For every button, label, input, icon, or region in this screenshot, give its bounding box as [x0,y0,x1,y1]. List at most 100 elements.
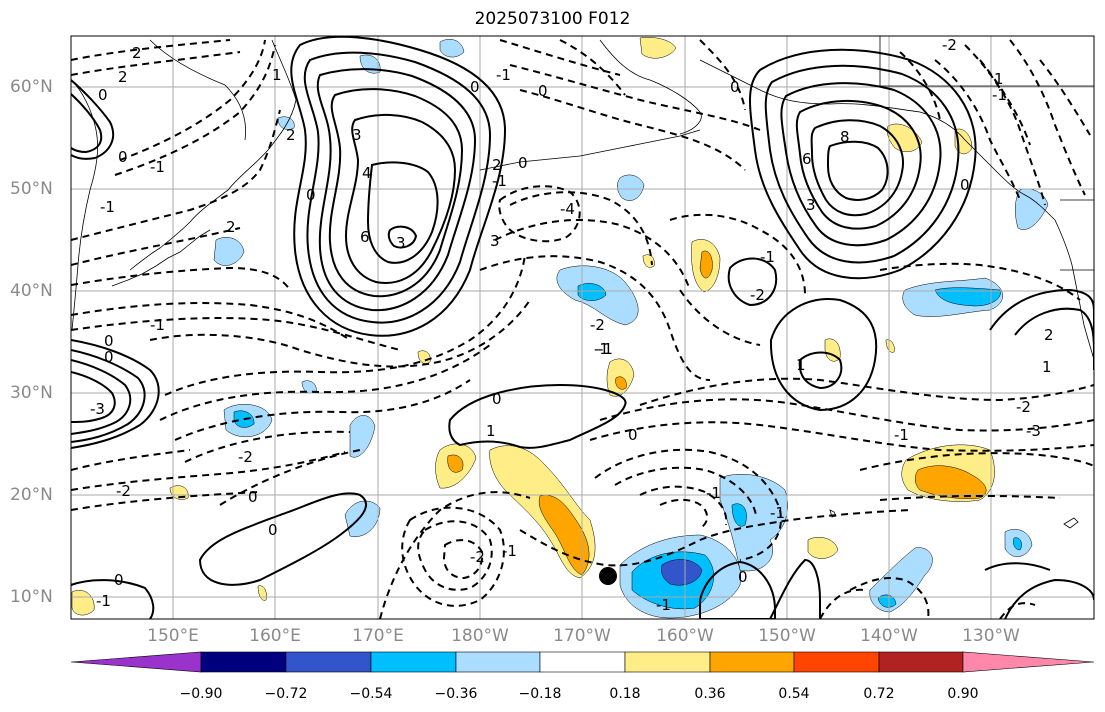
contour-label: 0 [268,521,278,539]
contour-neg-45 [934,59,1021,201]
contour-neg-36 [498,185,581,243]
colorbar-tick-label: 0.90 [947,686,979,702]
contour-label: 0 [960,176,970,194]
coast-okhotsk [149,39,247,141]
lat-label-10n: 10°N [10,587,53,607]
contour-neg-32 [879,494,1061,501]
colorbar-tick-label: 0.36 [694,686,726,702]
contour-label-layer: 2 2 0 -1 0 -1 2 0 2 1 0 -1 0 3 -1 2 0 3 … [90,36,1054,614]
shade-pos-19 [642,254,655,268]
contour-pos-s18 [727,257,778,307]
colorbar-tick-label: −0.18 [518,686,562,702]
contour-label: 0 [738,568,748,586]
contour-label: -1 [598,340,613,358]
contour-neg-44 [879,262,1081,301]
lon-label-160e: 160°E [249,626,301,646]
contour-label: 0 [492,390,502,408]
colorbar-tick-label: −0.90 [179,686,223,702]
contour-neg-23 [594,448,782,561]
contour-neg-52 [819,588,866,619]
shade-neg-07 [349,415,376,458]
coast-aleutians [479,129,701,171]
contour-neg-38 [509,64,761,131]
contour-label: 1 [486,422,496,440]
colorbar-bin [793,651,880,673]
lon-label-160w: 160°W [656,626,714,646]
contour-label: -2 [238,448,253,466]
map-frame [70,35,1095,620]
colorbar-tick-label: 0.72 [863,686,895,702]
storm-center-marker [599,567,617,585]
contour-label: -2 [116,482,131,500]
contour-neg-14 [184,430,351,463]
contour-neg-18 [219,449,361,506]
contour-pos-s8 [989,288,1094,370]
contour-label: 0 [248,488,258,506]
lat-label-50n: 50°N [10,179,53,199]
contour-pos-e2 [764,64,960,264]
contour-label: -2 [750,286,765,304]
contour-label: 0 [628,426,638,444]
contour-neg-33 [479,255,711,381]
contour-neg-16 [71,451,346,491]
colorbar-bin [624,651,711,673]
contour-neg-11 [164,254,526,396]
contour-zero-s4 [769,558,821,619]
contour-neg-28 [589,421,1094,452]
lon-label-140w: 140°W [860,626,918,646]
coast-alaska-west [599,39,702,135]
lon-label-130w: 130°W [962,626,1020,646]
shade-pos-20 [885,339,895,353]
shaded-fields [71,37,1049,619]
contour-label: 0 [104,348,114,366]
contour-pos-w2 [303,51,492,324]
contour-pos-s17 [984,562,1051,571]
contour-label: 6 [802,150,812,168]
contour-neg-22 [379,491,531,619]
contour-label: 4 [362,164,372,182]
contour-neg-47 [1009,39,1086,196]
contour-neg-07 [71,266,291,291]
contour-neg-25 [639,485,728,526]
contour-pos-e3 [780,82,942,247]
shade-neg-13 [731,503,747,527]
shade-pos-17 [824,338,841,362]
shade-neg-04 [213,237,245,266]
contour-label: 2 [132,44,142,62]
contour-neg-09 [71,317,401,351]
lat-label-30n: 30°N [10,383,53,403]
contour-label: 0 [518,154,528,172]
contours [71,36,1094,619]
map-area: 2 2 0 -1 0 -1 2 0 2 1 0 -1 0 3 -1 2 0 3 … [71,36,1094,619]
contour-pos-w5 [344,113,457,284]
contour-label: -2 [470,548,485,566]
shade-neg-10 [934,287,1001,307]
lon-label-170e: 170°E [352,626,404,646]
shade-pos-06 [915,465,987,499]
contour-neg-02 [71,51,241,76]
lat-label-60n: 60°N [10,77,53,97]
contour-neg-51 [849,577,930,619]
contour-label: 2 [286,126,296,144]
colorbar-bin [455,651,541,673]
contour-label: -1 [150,316,165,334]
contour-zero-s1 [448,383,627,449]
contour-label: -1 [492,172,507,190]
lon-label-170w: 170°W [553,626,611,646]
contour-neg-37 [519,89,746,171]
contour-neg-05 [71,109,281,241]
contour-pos-w6 [366,161,439,264]
contour-label: 2 [492,156,502,174]
lon-label-150e: 150°E [147,626,199,646]
contour-label: -1 [760,248,775,266]
contour-label: -3 [1026,422,1041,440]
colorbar-min-extend [70,651,202,673]
lat-label-20n: 20°N [10,485,53,505]
contour-label: -2 [590,316,605,334]
contour-pos-s16 [1004,578,1094,619]
shade-neg-23 [277,116,295,130]
contour-label: 0 [730,78,740,96]
contour-label: 1 [1042,358,1052,376]
contour-label: 0 [538,82,548,100]
contour-neg-31 [859,452,1094,471]
